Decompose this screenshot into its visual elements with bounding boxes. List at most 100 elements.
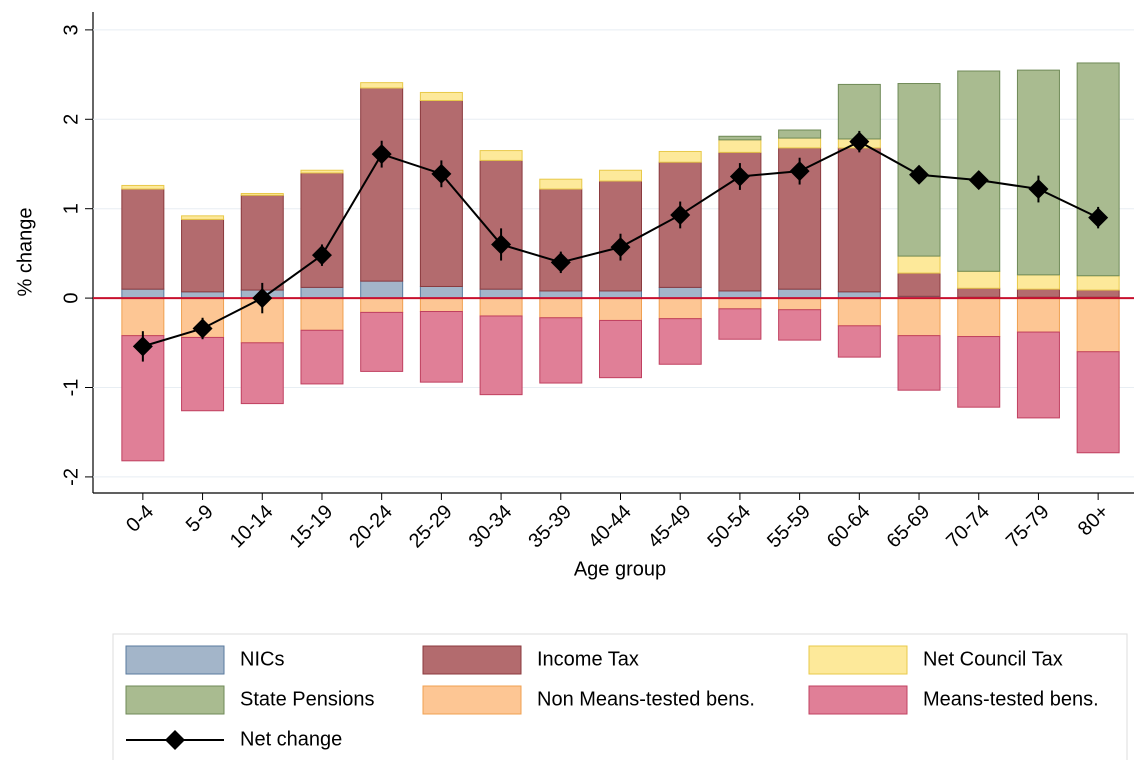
bar-segment [1016, 69, 1060, 276]
net-change-marker [849, 131, 870, 152]
y-tick-label: 1 [60, 203, 82, 214]
bar-segment [1076, 275, 1120, 291]
x-axis-label: Age group [574, 558, 666, 580]
bar-segment [479, 159, 523, 290]
bar-segment [479, 288, 523, 299]
bar-segment [658, 286, 702, 299]
y-tick-label: 0 [60, 293, 82, 304]
bar-segment [718, 297, 762, 310]
bar-segment [718, 308, 762, 340]
bar-segment [837, 147, 881, 293]
bar-segment [1076, 351, 1120, 454]
bar-segment [599, 297, 642, 321]
bar-segment [539, 297, 583, 319]
bar-segment [360, 280, 404, 299]
net-change-marker [491, 234, 512, 255]
bar-segment [957, 270, 1001, 289]
bar-segment [419, 311, 463, 383]
net-change-marker [550, 252, 571, 273]
bar-segment [121, 335, 165, 462]
net-change-marker [252, 288, 273, 309]
bar-segment [240, 194, 284, 291]
bar-segment [957, 287, 1001, 298]
bar-segment [181, 215, 225, 220]
legend-box [112, 633, 1128, 760]
bar-segment [419, 285, 463, 299]
bar-segment [778, 309, 822, 341]
bar-segment [240, 342, 284, 405]
bar-segment [360, 297, 404, 313]
bar-segment [837, 297, 881, 327]
bar-segment [718, 290, 762, 299]
net-change-marker [1028, 179, 1049, 200]
bar-segment [658, 318, 702, 365]
legend-swatch [808, 685, 908, 715]
bar-segment [539, 317, 583, 384]
bar-segment [360, 311, 404, 372]
bar-segment [539, 188, 583, 292]
bar-segment [1016, 288, 1060, 298]
bar-segment [181, 336, 225, 412]
bar-segment [957, 336, 1001, 408]
net-change-marker [371, 144, 392, 165]
net-change-marker [1088, 207, 1109, 228]
net-change-marker [909, 164, 930, 185]
net-change-marker [670, 204, 691, 225]
y-axis-label: % change [14, 208, 36, 297]
bar-segment [1016, 274, 1060, 290]
bar-segment [300, 169, 344, 174]
bar-segment [718, 139, 762, 153]
legend-label: State Pensions [240, 688, 375, 710]
legend-swatch [422, 685, 522, 715]
bar-segment [897, 255, 941, 274]
legend-label: NICs [240, 648, 284, 670]
bar-segment [479, 315, 523, 396]
legend-label: Net change [240, 728, 342, 750]
bar-segment [300, 286, 344, 299]
net-change-marker [132, 336, 153, 357]
bar-segment [300, 297, 344, 331]
bar-segment [419, 100, 463, 287]
bar-segment [957, 297, 1001, 338]
bar-segment [479, 150, 523, 161]
bar-segment [1076, 62, 1120, 277]
bar-segment [897, 335, 941, 391]
legend-swatch [808, 645, 908, 675]
bar-segment [897, 297, 941, 337]
bar-segment [837, 325, 881, 358]
bar-segment [479, 297, 523, 317]
net-change-marker [192, 318, 213, 339]
bar-segment [539, 290, 583, 299]
bar-segment [778, 288, 822, 299]
bar-segment [658, 150, 702, 163]
bar-segment [778, 129, 822, 139]
bar-segment [1016, 331, 1060, 419]
bar-segment [419, 91, 463, 102]
net-change-marker [610, 237, 631, 258]
bar-segment [300, 329, 344, 385]
bar-segment [539, 178, 583, 190]
net-change-marker [968, 170, 989, 191]
legend-marker [165, 730, 185, 750]
y-tick-label: 2 [60, 114, 82, 125]
legend-label: Non Means-tested bens. [537, 688, 755, 710]
bar-segment [360, 87, 404, 282]
bar-segment [419, 297, 463, 313]
legend-label: Income Tax [537, 648, 639, 670]
bar-segment [599, 169, 642, 182]
bar-segment [778, 297, 822, 311]
bar-segment [240, 192, 284, 196]
y-tick-label: -1 [60, 379, 82, 397]
y-tick-label: 3 [60, 24, 82, 35]
bar-segment [121, 297, 165, 337]
bar-segment [121, 184, 165, 190]
legend-swatch [422, 645, 522, 675]
bar-segment [599, 319, 642, 379]
net-change-marker [431, 163, 452, 184]
bar-segment [837, 83, 881, 140]
bar-segment [360, 82, 404, 89]
bar-segment [1076, 297, 1120, 353]
y-tick-label: -2 [60, 468, 82, 486]
